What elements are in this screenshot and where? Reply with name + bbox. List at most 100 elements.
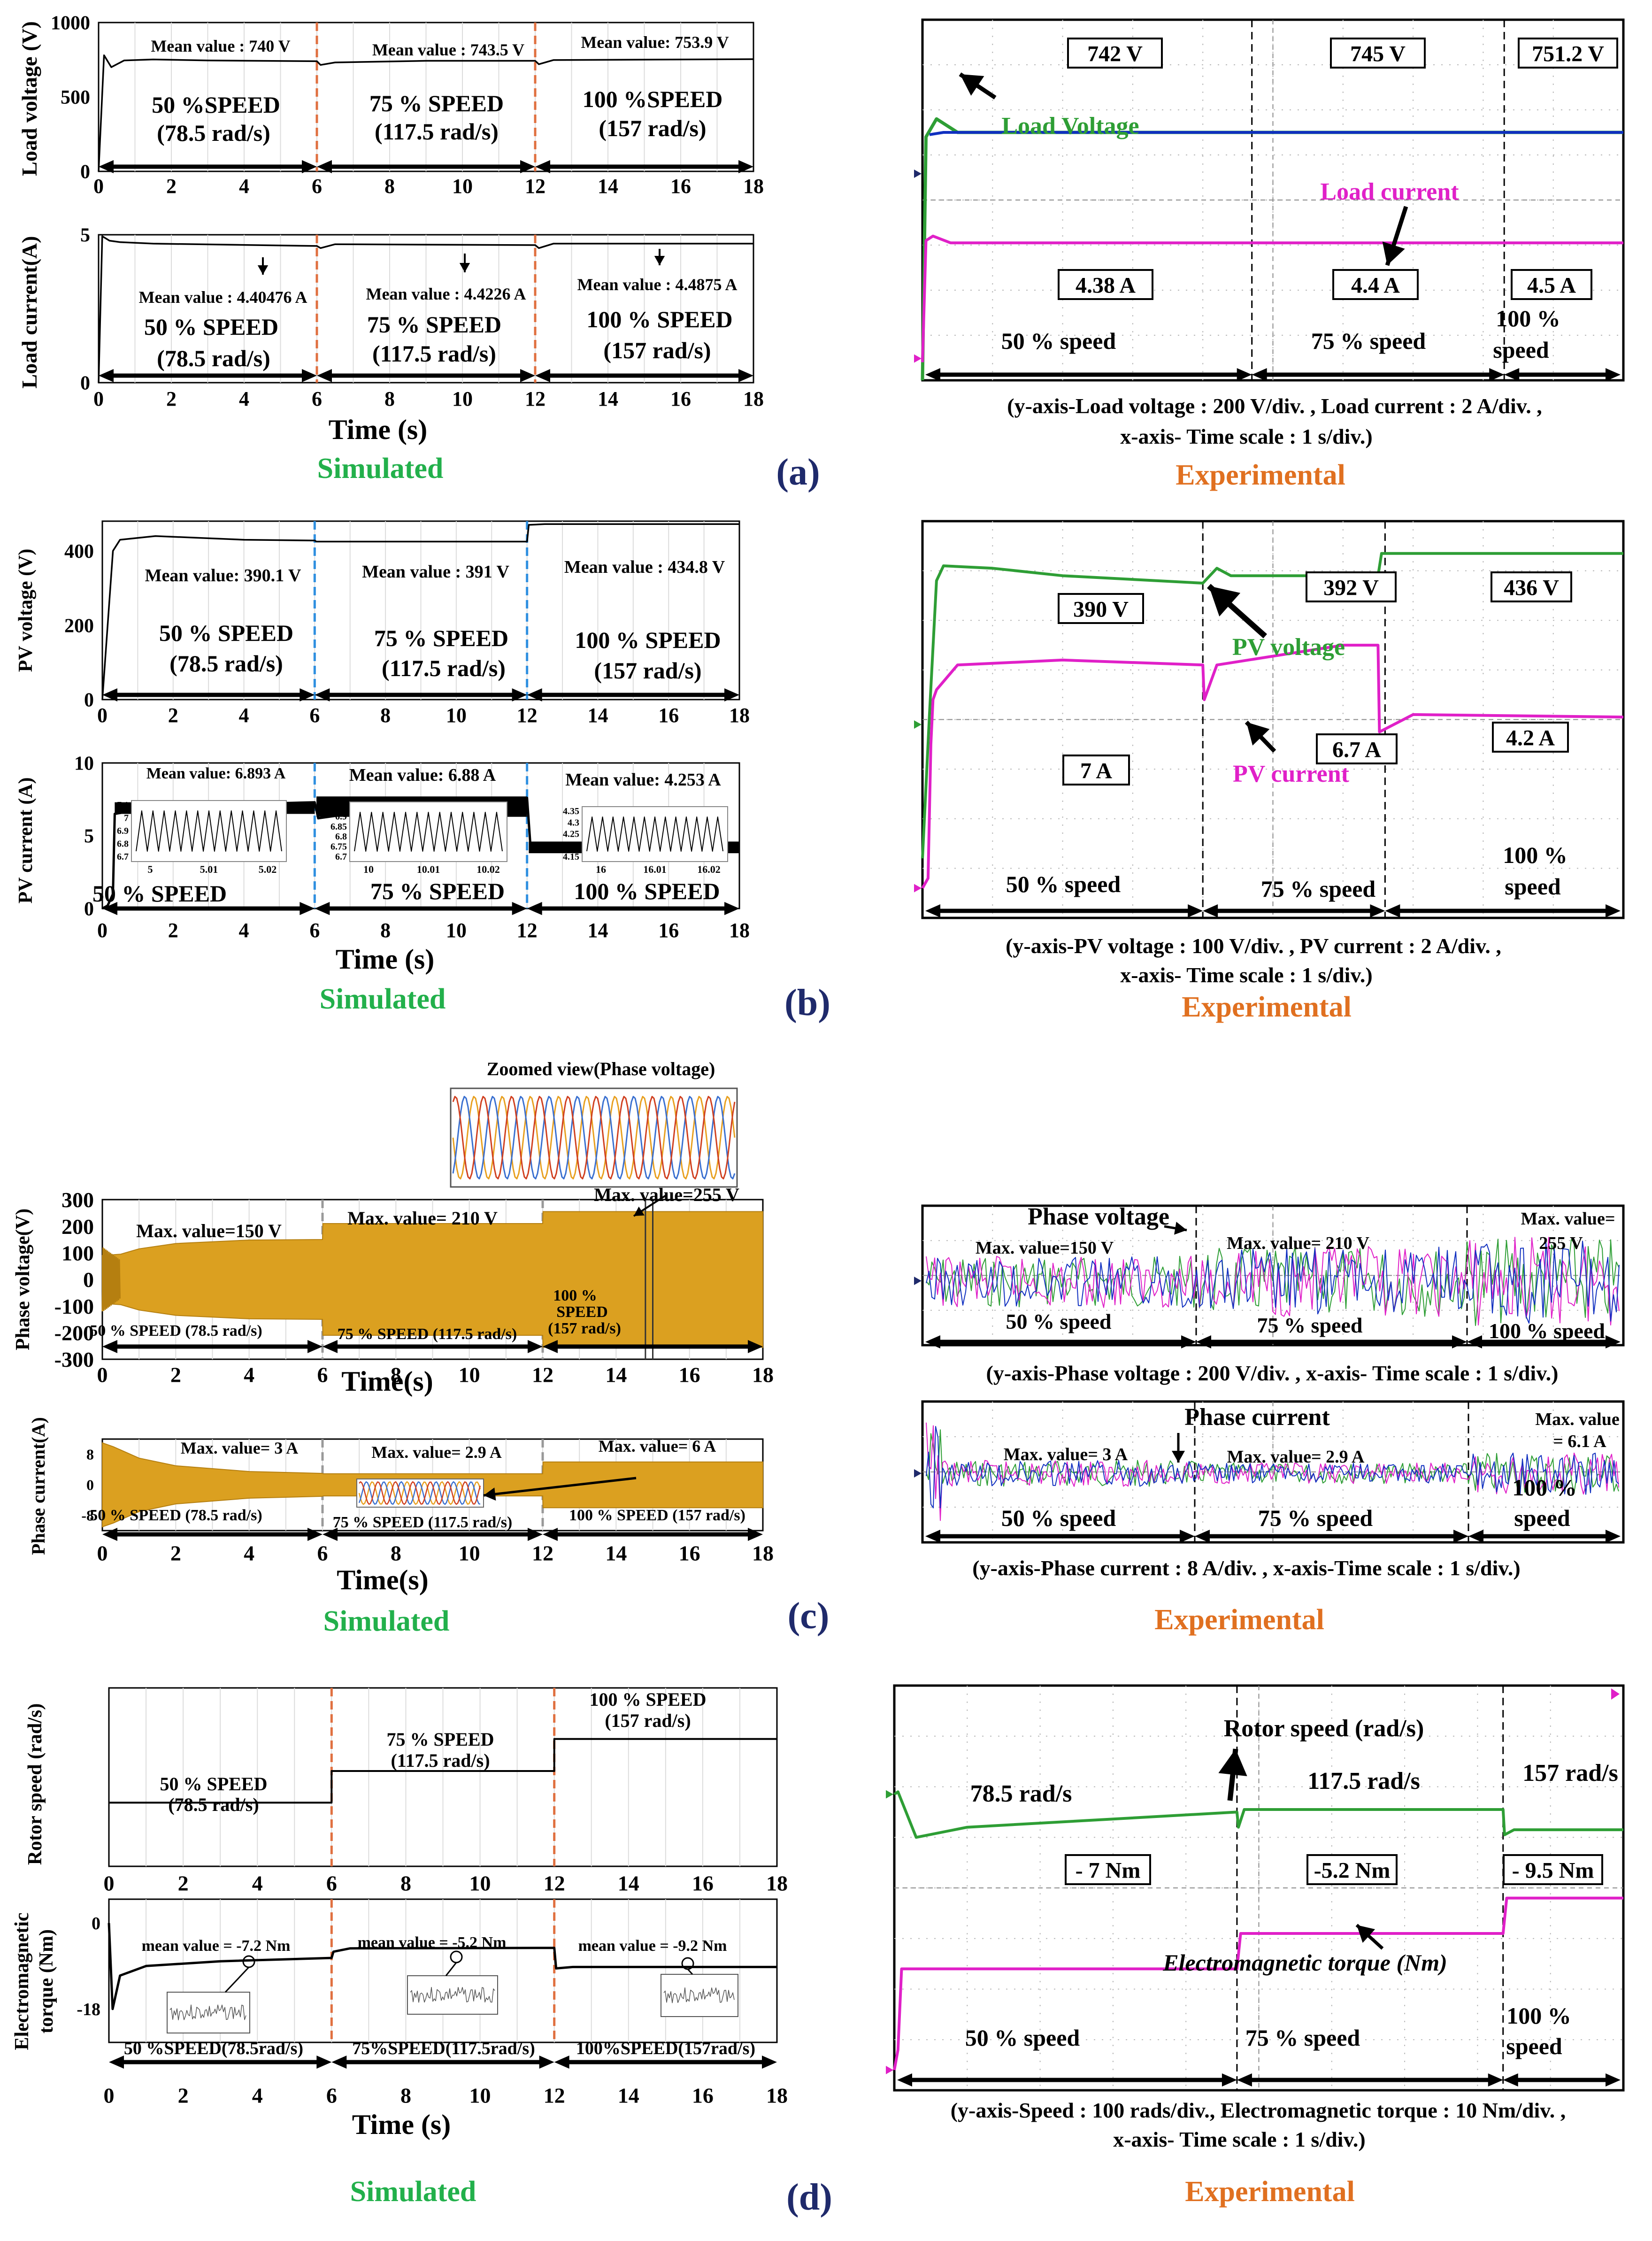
axis-caption: x-axis- Time scale : 1 s/div.) [1120,424,1373,448]
segment-label: speed [1493,337,1549,363]
arrow-head-right [1606,2073,1621,2087]
x-tick-label: 6 [326,1871,337,1895]
x-tick-label: 10 [446,704,467,727]
inset-tick: 10.02 [476,863,500,875]
load-current-trace [98,235,753,383]
pointer-head [459,263,470,272]
x-tick-label: 16 [670,175,691,198]
segment-label: (117.5 rad/s) [375,118,499,145]
segment-label: 50 % speed [1006,1309,1112,1333]
inset-ripple [586,816,723,852]
inset-frame [131,800,287,862]
value-box [1067,38,1163,69]
y-tick-label: 0 [84,899,94,920]
segment-label: 75 % speed [1245,2025,1360,2051]
trace-label: PV voltage [1232,634,1345,661]
x-tick-label: 0 [93,175,104,198]
segment-label: 50 % SPEED (78.5 rad/s) [90,1507,262,1524]
inset-ripple [663,1987,735,2003]
inset-tick: 6.9 [117,826,129,836]
arrow-head-left [1252,368,1267,381]
max-annotation: Max. value= 3 A [1004,1445,1128,1464]
segment-label: (157 rad/s) [599,115,706,141]
value-box [1306,1854,1398,1885]
segment-label: 100 % [1512,1474,1577,1501]
arrow-head-left [99,369,114,382]
axis-caption: x-axis- Time scale : 1 s/div.) [1120,963,1373,987]
segment-label: 100 % [1496,305,1560,331]
inset-tick: 6.7 [335,852,347,862]
value-box-label: 436 V [1504,575,1559,600]
arrow-head-left [543,1528,558,1541]
axis-caption: (y-axis-PV voltage : 100 V/div. , PV cur… [1006,934,1501,958]
row-tag: (c) [788,1595,830,1637]
experimental-label: Experimental [1185,2176,1355,2208]
max-annotation: Max. value= 210 V [347,1208,498,1229]
scope-noise [926,1237,1620,1326]
y-tick-label: -200 [54,1321,94,1345]
arrow-head-right [528,1340,543,1353]
arrow-head-right [1488,2073,1503,2087]
inset-ripple [136,810,282,852]
x-tick-label: 4 [244,1363,254,1386]
arrow-head-left [554,2056,569,2069]
simulated-label: Simulated [323,1605,450,1637]
simulated-label: Simulated [350,2176,476,2208]
value-box-label: -5.2 Nm [1314,1858,1391,1883]
x-tick-label: 4 [239,919,249,942]
x-tick-label: 6 [312,387,322,410]
mean-annotation: Mean value : 391 V [362,562,509,582]
max-annotation: Max. value=150 V [136,1220,282,1241]
phase-voltage-envelope [102,1211,763,1348]
y-tick-label: 0 [80,162,90,183]
x-tick-label: 8 [384,175,395,198]
arrow-head-left [102,1528,117,1541]
trace-label: Load Voltage [1001,113,1139,139]
arrow-head-left [535,160,550,173]
segment-label: (78.5 rad/s) [157,345,270,371]
row-tag: (a) [776,452,820,493]
segment-label: 100%SPEED(157rad/s) [576,2039,755,2058]
x-tick-label: 14 [605,1363,627,1386]
trace-label: Load current [1320,178,1459,205]
inset-tick: 16 [596,863,606,875]
arrow-head-right [1606,368,1621,381]
startup-burst [101,1247,121,1312]
segment-label: 75 % SPEED [370,878,505,904]
segment-label: 50 % speed [965,2025,1080,2051]
value-box-label: - 7 Nm [1076,1858,1141,1883]
inset-tick: 4.2 [568,840,579,851]
y-axis-label: torque (Nm) [36,1929,57,2033]
segment-label: 75 % speed [1257,1313,1363,1337]
trace-label: Electromagnetic torque (Nm) [1162,1949,1447,1976]
arrow-head-right [1237,368,1252,381]
zoom-pointer [483,1477,637,1497]
arrow-head-right [1606,1335,1621,1348]
max-annotation: Max. value [1535,1409,1619,1429]
y-tick-label: 10 [74,753,94,775]
segment-label: (157 rad/s) [605,1710,691,1731]
y-axis-label: Load current(A) [17,236,41,389]
x-tick-label: 14 [587,704,608,727]
mean-annotation: mean value = -9.2 Nm [578,1937,727,1955]
experimental-label: Experimental [1154,1604,1324,1636]
channel-marker [914,720,922,729]
x-tick-label: 12 [532,1541,553,1565]
arrow-head-left [527,902,542,915]
inset-tick: 6.8 [117,839,129,849]
channel-marker [914,169,922,178]
x-tick-label: 14 [598,175,618,198]
inset-tick: 10 [363,863,374,875]
speed-label: 117.5 rad/s [1307,1768,1420,1794]
arrow-head-left [102,688,117,701]
segment-label: 100 % [1506,2002,1571,2029]
y-tick-label: 5 [84,826,94,847]
arrow-head-right [302,160,317,173]
segment-label: (157 rad/s) [594,657,701,684]
segment-label: 100 % SPEED [590,1689,707,1710]
speed-label: 157 rad/s [1522,1760,1618,1787]
x-tick-label: 10 [469,1871,491,1895]
x-tick-label: 16 [658,919,679,942]
x-tick-label: 18 [752,1541,774,1565]
